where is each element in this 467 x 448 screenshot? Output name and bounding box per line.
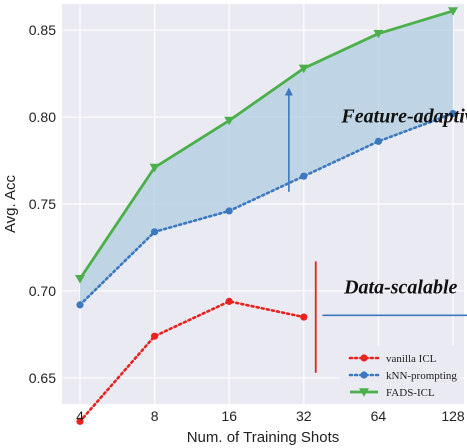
legend-label-vanilla-icl: vanilla ICL — [386, 353, 437, 365]
series-line-fads-icl — [78, 9, 454, 280]
point-fads-icl-64 — [373, 29, 384, 39]
feature-adaptive-arrowhead — [284, 87, 293, 96]
point-fads-icl-16 — [224, 116, 235, 126]
series-line-knn-prompting — [78, 112, 455, 307]
point-vanilla-icl-16 — [225, 297, 233, 305]
legend-marker-vanilla-icl — [360, 354, 368, 362]
legend-marker-fads-icl — [359, 388, 369, 397]
point-knn-prompting-4 — [76, 301, 84, 309]
fill-between-area — [80, 10, 453, 305]
y-tick-0.75: 0.75 — [29, 196, 56, 212]
y-tick-labels: 0.65 0.70 0.75 0.80 0.85 — [29, 22, 56, 386]
x-tick-4: 4 — [76, 408, 84, 424]
feature-adaptive-label: Feature-adaptive — [340, 105, 467, 127]
legend: vanilla ICL kNN-prompting FADS-ICL — [340, 346, 460, 404]
point-knn-prompting-8 — [151, 228, 159, 236]
x-tick-labels: 4 8 16 32 64 128 — [76, 408, 465, 424]
y-axis-title: Avg. Acc — [2, 174, 19, 233]
point-fads-icl-4 — [75, 275, 85, 284]
point-vanilla-icl-8 — [151, 332, 159, 340]
y-tick-0.80: 0.80 — [29, 109, 56, 125]
legend-label-fads-icl: FADS-ICL — [386, 387, 435, 399]
point-fads-icl-128 — [448, 7, 458, 16]
fill-region — [80, 10, 453, 305]
x-tick-128: 128 — [441, 408, 465, 424]
x-tick-16: 16 — [221, 408, 237, 424]
point-fads-icl-8 — [149, 163, 160, 173]
x-tick-32: 32 — [296, 408, 312, 424]
legend-label-knn-prompting: kNN-prompting — [386, 370, 457, 382]
legend-marker-knn-prompting — [360, 371, 368, 379]
x-axis-title: Num. of Training Shots — [187, 429, 340, 446]
annotations: Feature-adaptive Data-scalable — [284, 87, 467, 373]
x-tick-8: 8 — [151, 408, 159, 424]
series-line-vanilla-icl — [78, 300, 306, 423]
point-vanilla-icl-4 — [76, 417, 84, 425]
point-fads-icl-32 — [298, 64, 309, 74]
point-knn-prompting-16 — [225, 207, 233, 215]
point-vanilla-icl-32 — [300, 313, 308, 321]
point-knn-prompting-128 — [449, 109, 457, 118]
data-scalable-label: Data-scalable — [343, 276, 457, 298]
point-knn-prompting-64 — [374, 137, 382, 145]
x-tick-64: 64 — [371, 408, 387, 424]
y-tick-0.85: 0.85 — [29, 22, 56, 38]
y-tick-0.70: 0.70 — [29, 283, 56, 299]
point-knn-prompting-32 — [300, 172, 308, 180]
series-layer — [75, 7, 458, 425]
y-tick-0.65: 0.65 — [29, 370, 56, 386]
